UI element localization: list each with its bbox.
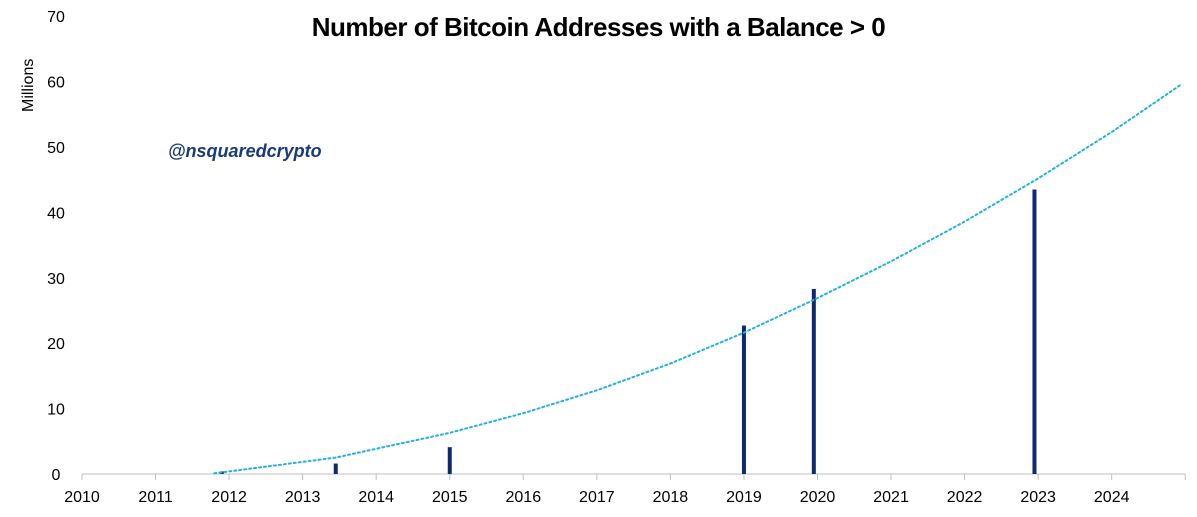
x-tick-label: 2017 [579,489,615,506]
x-tick-label: 2021 [873,489,909,506]
x-tick-label: 2012 [211,489,247,506]
chart-title: Number of Bitcoin Addresses with a Balan… [311,12,886,42]
y-tick-label: 10 [47,402,65,419]
x-tick-label: 2015 [432,489,468,506]
x-tick-label: 2016 [506,489,542,506]
x-tick-label: 2014 [358,489,394,506]
x-tick-label: 2018 [653,489,689,506]
x-tick-label: 2023 [1020,489,1056,506]
x-tick-label: 2013 [285,489,321,506]
data-bar [811,288,816,474]
data-bar [741,325,746,474]
x-tick-label: 2019 [726,489,762,506]
x-tick-label: 2024 [1094,489,1130,506]
y-tick-label: 70 [47,9,65,26]
y-tick-label: 20 [47,336,65,353]
y-tick-label: 60 [47,75,65,92]
trend-line [213,83,1183,475]
x-tick-label: 2022 [947,489,983,506]
y-tick-label: 50 [47,140,65,157]
y-tick-label: 40 [47,205,65,222]
y-tick-label: 30 [47,271,65,288]
x-tick-label: 2020 [800,489,836,506]
data-bar [1032,189,1037,474]
data-bar [447,447,452,474]
data-bar [333,463,338,474]
x-tick-label: 2010 [64,489,100,506]
watermark-annotation: @nsquaredcrypto [168,141,322,161]
x-tick-label: 2011 [138,489,173,506]
y-tick-label: 0 [52,467,61,484]
